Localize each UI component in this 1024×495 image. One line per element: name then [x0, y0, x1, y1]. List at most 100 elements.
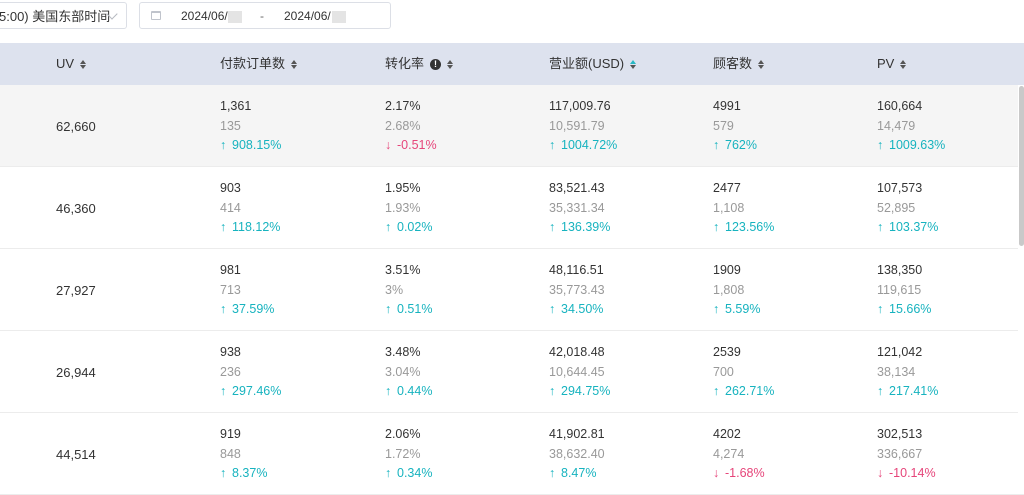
change-value: 294.75%	[561, 384, 611, 398]
cell-customers: 2477 1,108 ↑ 123.56%	[713, 179, 774, 238]
previous-value: 1,808	[713, 282, 745, 297]
sort-icon[interactable]	[291, 59, 298, 69]
cell-customers: 1909 1,808 ↑ 5.59%	[713, 261, 760, 320]
current-value: 2.06%	[385, 427, 421, 441]
previous-value: 14,479	[877, 118, 916, 133]
column-header-revenue[interactable]: 营业额(USD)	[549, 43, 637, 85]
cell-customers: 4991 579 ↑ 762%	[713, 97, 757, 156]
sort-icon[interactable]	[630, 59, 637, 69]
change-value: 123.56%	[725, 220, 775, 234]
cell-revenue: 83,521.43 35,331.34 ↑ 136.39%	[549, 179, 610, 238]
current-value: 1909	[713, 263, 741, 277]
column-header-conversion[interactable]: 转化率 !	[385, 43, 454, 85]
change-percent: ↑ 34.50%	[549, 300, 605, 320]
arrow-up-icon: ↑	[549, 220, 556, 234]
change-percent: ↑ 762%	[713, 136, 757, 156]
current-value: 903	[220, 181, 241, 195]
previous-value: 4,274	[713, 446, 745, 461]
change-value: -1.68%	[725, 466, 765, 480]
sort-icon[interactable]	[80, 59, 87, 69]
sort-icon[interactable]	[900, 59, 907, 69]
cell-pv: 138,350 119,615 ↑ 15.66%	[877, 261, 931, 320]
change-value: 1009.63%	[889, 138, 946, 152]
current-value: 938	[220, 345, 241, 359]
arrow-down-icon: ↓	[713, 466, 720, 480]
previous-value: 700	[713, 364, 734, 379]
cell-revenue: 41,902.81 38,632.40 ↑ 8.47%	[549, 425, 605, 484]
change-percent: ↑ 123.56%	[713, 218, 774, 238]
change-percent: ↑ 0.51%	[385, 300, 432, 320]
arrow-up-icon: ↑	[877, 302, 884, 316]
date-range-picker[interactable]: 2024/06/ - 2024/06/	[139, 2, 391, 29]
change-percent: ↑ 262.71%	[713, 382, 774, 402]
cell-orders: 938 236 ↑ 297.46%	[220, 343, 281, 402]
date-start[interactable]: 2024/06/	[181, 9, 228, 23]
arrow-up-icon: ↑	[549, 138, 556, 152]
change-percent: ↑ 103.37%	[877, 218, 938, 238]
table-row[interactable]: 27,927 981 713 ↑ 37.59% 3.51% 3% ↑ 0.51% 48,116.5…	[0, 249, 1024, 331]
arrow-up-icon: ↑	[220, 466, 227, 480]
current-value: 121,042	[877, 345, 923, 359]
arrow-up-icon: ↑	[877, 384, 884, 398]
arrow-up-icon: ↑	[713, 302, 720, 316]
sort-icon[interactable]	[447, 59, 454, 69]
arrow-up-icon: ↑	[549, 302, 556, 316]
table-row[interactable]: 46,360 903 414 ↑ 118.12% 1.95% 1.93% ↑ 0.02% 83,5…	[0, 167, 1024, 249]
change-value: 297.46%	[232, 384, 282, 398]
table-row[interactable]: 62,660 1,361 135 ↑ 908.15% 2.17% 2.68% ↓ -0.51% 1…	[0, 85, 1024, 167]
date-separator: -	[260, 9, 264, 23]
change-value: 217.41%	[889, 384, 939, 398]
scrollbar-thumb[interactable]	[1019, 86, 1024, 246]
arrow-up-icon: ↑	[220, 138, 227, 152]
previous-value: 1.72%	[385, 446, 421, 461]
previous-value: 579	[713, 118, 734, 133]
column-label: 付款订单数	[220, 56, 286, 71]
change-percent: ↓ -10.14%	[877, 464, 936, 484]
cell-orders: 903 414 ↑ 118.12%	[220, 179, 280, 238]
previous-value: 3.04%	[385, 364, 421, 379]
previous-value: 35,331.34	[549, 200, 605, 215]
current-value: 160,664	[877, 99, 923, 113]
arrow-up-icon: ↑	[385, 384, 392, 398]
arrow-up-icon: ↑	[713, 384, 720, 398]
column-label: 营业额(USD)	[549, 56, 625, 71]
current-value: 107,573	[877, 181, 923, 195]
previous-value: 38,134	[877, 364, 916, 379]
column-header-orders[interactable]: 付款订单数	[220, 43, 298, 85]
timezone-label: 5:00) 美国东部时间	[0, 9, 111, 24]
info-icon[interactable]: !	[430, 58, 442, 70]
table-row[interactable]: 26,944 938 236 ↑ 297.46% 3.48% 3.04% ↑ 0.44% 42,0…	[0, 331, 1024, 413]
column-header-customers[interactable]: 顾客数	[713, 43, 765, 85]
change-percent: ↑ 1009.63%	[877, 136, 945, 156]
column-header-uv[interactable]: UV	[56, 43, 87, 85]
change-percent: ↓ -0.51%	[385, 136, 437, 156]
change-value: 103.37%	[889, 220, 939, 234]
previous-value: 3%	[385, 282, 404, 297]
change-percent: ↑ 1004.72%	[549, 136, 617, 156]
current-value: 2.17%	[385, 99, 421, 113]
previous-value: 135	[220, 118, 241, 133]
previous-value: 119,615	[877, 282, 922, 297]
scrollbar-track[interactable]	[1018, 85, 1024, 478]
previous-value: 10,591.79	[549, 118, 605, 133]
previous-value: 236	[220, 364, 241, 379]
cell-revenue: 117,009.76 10,591.79 ↑ 1004.72%	[549, 97, 617, 156]
date-end[interactable]: 2024/06/	[284, 9, 331, 23]
change-percent: ↓ -1.68%	[713, 464, 765, 484]
cell-revenue: 48,116.51 35,773.43 ↑ 34.50%	[549, 261, 605, 320]
current-value: 117,009.76	[549, 99, 611, 113]
arrow-up-icon: ↑	[713, 220, 720, 234]
timezone-select[interactable]: 5:00) 美国东部时间	[0, 2, 127, 29]
previous-value: 414	[220, 200, 241, 215]
change-percent: ↑ 5.59%	[713, 300, 760, 320]
previous-value: 713	[220, 282, 241, 297]
change-value: 762%	[725, 138, 757, 152]
change-value: 0.02%	[397, 220, 433, 234]
sort-icon[interactable]	[758, 59, 765, 69]
toolbar: 5:00) 美国东部时间 2024/06/ - 2024/06/	[0, 0, 1024, 42]
change-value: 0.44%	[397, 384, 433, 398]
arrow-down-icon: ↓	[877, 466, 884, 480]
arrow-up-icon: ↑	[385, 302, 392, 316]
column-header-pv[interactable]: PV	[877, 43, 907, 85]
table-row[interactable]: 44,514 919 848 ↑ 8.37% 2.06% 1.72% ↑ 0.34% 41,902…	[0, 413, 1024, 495]
